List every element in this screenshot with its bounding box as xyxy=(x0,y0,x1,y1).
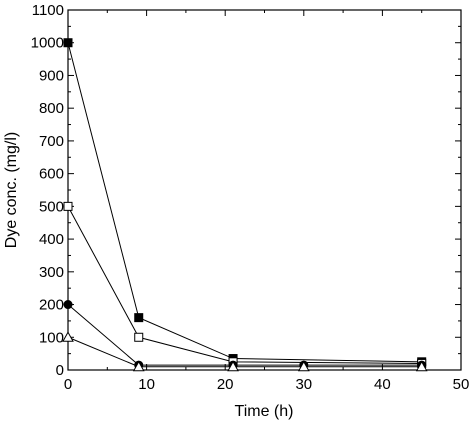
y-tick-label: 1100 xyxy=(32,2,64,19)
data-point-open-square xyxy=(63,201,73,211)
x-tick-label: 50 xyxy=(453,376,470,393)
series-line-3 xyxy=(67,304,422,366)
y-tick-label: 300 xyxy=(39,264,64,281)
x-tick-label: 0 xyxy=(64,376,72,393)
data-point-filled-square xyxy=(134,313,144,323)
y-tick-label: 900 xyxy=(39,67,64,84)
y-tick-label: 0 xyxy=(56,362,64,379)
data-point-filled-square xyxy=(63,38,73,48)
x-axis-title: Time (h) xyxy=(235,403,294,420)
series-line-1 xyxy=(67,42,422,363)
data-point-filled-circle xyxy=(63,300,73,310)
y-tick-label: 200 xyxy=(39,297,64,314)
x-tick-label: 10 xyxy=(138,376,155,393)
data-point-open-triangle xyxy=(415,360,428,372)
series-line-2 xyxy=(67,206,422,364)
tick-labels: 0 10 20 30 40 5001002003004005006007008009001… xyxy=(31,2,470,393)
x-tick-label: 20 xyxy=(217,376,234,393)
x-tick-label: 30 xyxy=(295,376,312,393)
y-axis-title: Dye conc. (mg/l) xyxy=(3,132,20,248)
y-tick-label: 600 xyxy=(39,166,64,183)
y-tick-label: 500 xyxy=(39,198,64,215)
data-point-open-triangle xyxy=(132,360,145,372)
data-point-open-triangle xyxy=(62,331,74,342)
series-lines xyxy=(67,42,422,368)
data-point-open-triangle xyxy=(297,360,310,372)
data-point-open-square xyxy=(134,332,144,342)
y-tick-label: 400 xyxy=(39,231,64,248)
series-markers xyxy=(62,38,428,372)
y-tick-label: 1000 xyxy=(31,35,64,52)
x-tick-label: 40 xyxy=(374,376,391,393)
y-tick-label: 700 xyxy=(39,133,64,150)
y-tick-label: 800 xyxy=(39,100,64,117)
data-point-open-triangle xyxy=(227,360,239,372)
y-tick-label: 100 xyxy=(39,329,64,346)
